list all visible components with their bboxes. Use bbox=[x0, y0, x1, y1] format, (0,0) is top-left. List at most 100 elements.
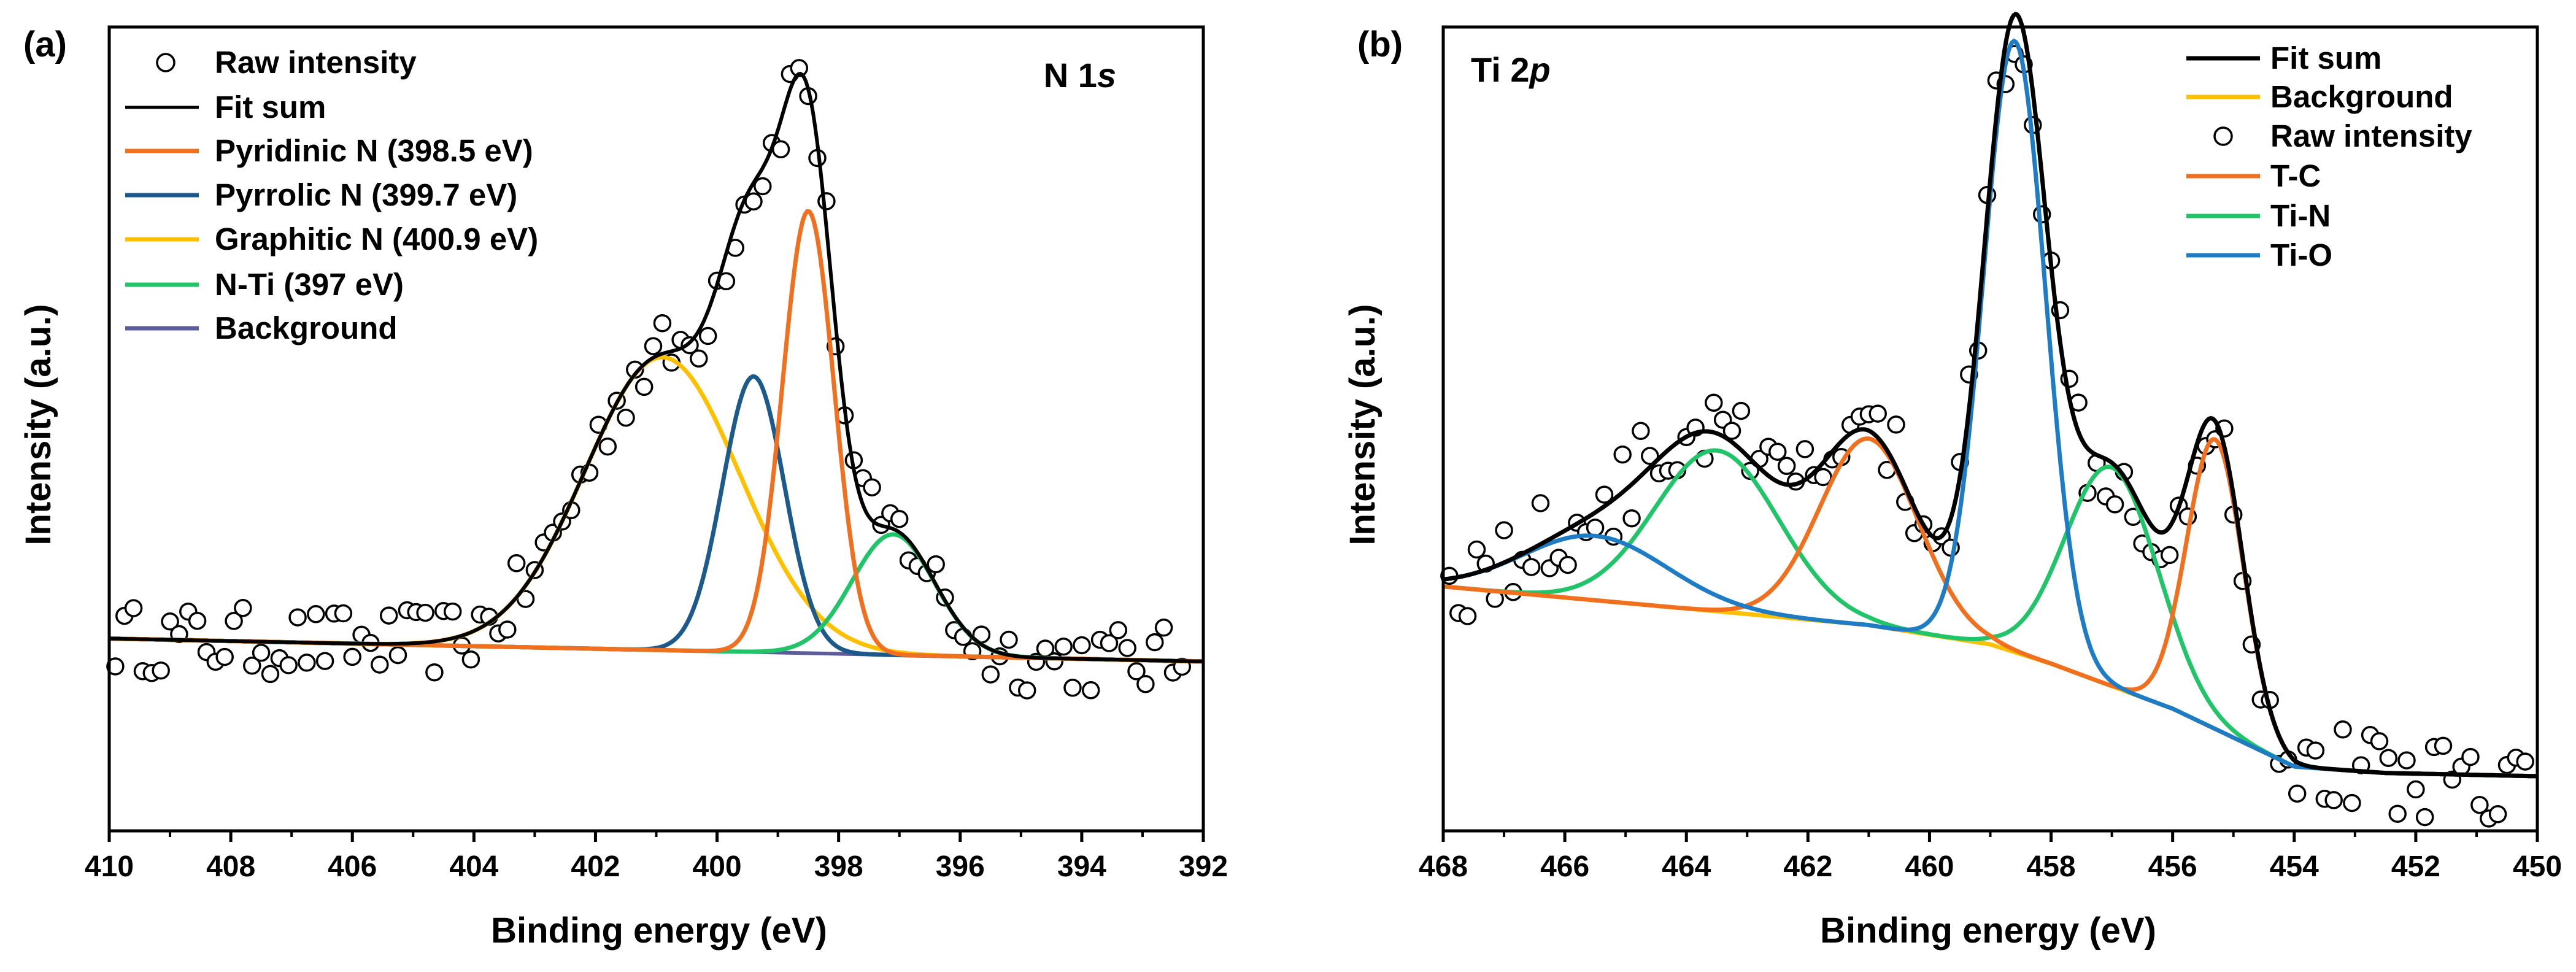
panel-b-x-tick-label: 454 bbox=[2270, 850, 2319, 883]
panel-b-raw-point bbox=[1522, 558, 1541, 576]
panel-a-spectrum-label: N 1s bbox=[1044, 56, 1116, 94]
panel-a-x-ticks: 410 408 406 404 402 400 398 396 394 392 bbox=[85, 831, 1228, 883]
panel-a-raw-point bbox=[690, 349, 708, 368]
panel-b-x-tick-label: 456 bbox=[2148, 850, 2197, 883]
panel-a-raw-point bbox=[698, 326, 717, 345]
legend-b-background-label: Background bbox=[2270, 79, 2453, 114]
panel-a-raw-point bbox=[617, 408, 635, 427]
panel-b-x-tick-label: 466 bbox=[1540, 850, 1589, 883]
panel-b-raw-point bbox=[2388, 804, 2407, 823]
panel-a-raw-point bbox=[461, 650, 480, 669]
panel-a-xlabel: Binding energy (eV) bbox=[491, 911, 827, 951]
panel-a-x-tick-label: 402 bbox=[571, 850, 620, 883]
panel-a-raw-point bbox=[981, 665, 1000, 684]
panel-b-raw-point bbox=[2397, 751, 2416, 770]
legend-a-pyrrolic-label: Pyrrolic N (399.7 eV) bbox=[215, 177, 517, 212]
panel-a-raw-point bbox=[252, 644, 271, 662]
panel-a-raw-point bbox=[161, 612, 179, 631]
legend-b-ti-n-label: Ti-N bbox=[2270, 198, 2331, 233]
panel-b-x-tick-label: 450 bbox=[2513, 850, 2562, 883]
panel-a-raw-point bbox=[653, 314, 672, 333]
panel-a-raw-point bbox=[225, 612, 243, 630]
legend-b-ti-o-label: Ti-O bbox=[2270, 237, 2332, 272]
panel-a-raw-point bbox=[1081, 681, 1100, 700]
panel-a-raw-point bbox=[507, 554, 526, 573]
panel-a-raw-point bbox=[1146, 633, 1164, 652]
legend-a-background-label: Background bbox=[215, 310, 398, 345]
panel-b-x-tick-label: 458 bbox=[2027, 850, 2076, 883]
panel-a-raw-point bbox=[598, 437, 617, 456]
panel-a-raw-point bbox=[927, 555, 945, 574]
panel-b-raw-point bbox=[1768, 442, 1787, 461]
panel-a-raw-point bbox=[1136, 675, 1155, 693]
panel-a-raw-point bbox=[1073, 636, 1091, 655]
legend-a-graphitic-label: Graphitic N (400.9 eV) bbox=[215, 222, 538, 256]
panel-a-legend: Raw intensity Fit sum Pyridinic N (398.5… bbox=[125, 45, 538, 345]
panel-a-raw-point bbox=[634, 377, 654, 396]
panel-a-raw-point bbox=[334, 604, 353, 623]
panel-b-raw-point bbox=[2334, 720, 2352, 739]
panel-b-plot bbox=[1440, 12, 2538, 828]
legend-a-pyridinic-label: Pyridinic N (398.5 eV) bbox=[215, 133, 533, 168]
panel-b: (b) Intensity (a.u.) Binding energy (eV)… bbox=[1343, 12, 2562, 951]
panel-a-x-tick-label: 410 bbox=[85, 850, 134, 883]
panel-b-raw-point bbox=[1495, 521, 1513, 539]
panel-a-raw-point bbox=[1109, 621, 1128, 639]
panel-a-raw-point bbox=[443, 602, 462, 621]
panel-a-graphitic-curve bbox=[109, 355, 1204, 664]
panel-b-raw-point bbox=[1622, 509, 1641, 528]
panel-a-raw-point bbox=[1118, 639, 1136, 657]
panel-a-raw-point bbox=[1045, 652, 1064, 671]
panel-a-raw-point bbox=[1100, 634, 1119, 652]
panel-a-raw-point bbox=[379, 606, 398, 625]
panel-a-raw-point bbox=[388, 646, 407, 665]
panel-b-raw-point bbox=[1777, 457, 1796, 476]
panel-b-legend: Fit sum Background Raw intensity T-C Ti-… bbox=[2186, 40, 2472, 272]
panel-b-raw-point bbox=[1722, 422, 1741, 440]
panel-a-x-tick-label: 396 bbox=[936, 850, 985, 883]
panel-b-raw-point bbox=[1531, 494, 1550, 512]
panel-a-raw-point bbox=[152, 661, 170, 680]
panel-b-raw-point bbox=[1586, 519, 1605, 537]
panel-a-raw-point bbox=[754, 177, 772, 196]
panel-a-raw-point bbox=[1054, 637, 1073, 656]
panel-b-plot-frame bbox=[1441, 25, 2539, 833]
panel-a-plot-frame bbox=[107, 25, 1205, 833]
panel-a-raw-point bbox=[817, 192, 836, 210]
legend-b-t-c-label: T-C bbox=[2270, 158, 2321, 193]
panel-a-raw-point bbox=[243, 657, 261, 675]
panel-a-raw-point bbox=[644, 337, 663, 355]
panel-a-raw-point bbox=[215, 647, 234, 666]
panel-a-raw-point bbox=[298, 654, 316, 672]
panel-b-raw-point bbox=[1632, 422, 1650, 441]
panel-a-pyrrolic-curve bbox=[109, 374, 1204, 664]
panel-b-raw-point bbox=[1868, 404, 1887, 423]
panel-a-raw-point bbox=[416, 603, 434, 622]
panel-b-x-tick-label: 464 bbox=[1662, 850, 1711, 883]
panel-a-raw-point bbox=[681, 336, 699, 355]
legend-b-raw-intensity-marker bbox=[2213, 126, 2233, 146]
panel-b-x-tick-label: 460 bbox=[1905, 850, 1954, 883]
panel-b-x-ticks: 468 466 464 462 460 458 456 454 452 450 bbox=[1419, 831, 2562, 883]
panel-b-raw-point bbox=[1887, 415, 1905, 434]
panel-b-raw-point bbox=[1814, 468, 1832, 487]
panel-b-raw-point bbox=[2370, 732, 2389, 750]
panel-b-raw-point bbox=[2415, 808, 2434, 827]
panel-b-raw-point bbox=[2343, 793, 2361, 812]
panel-b-raw-point bbox=[2516, 752, 2534, 771]
panel-a: (a) Intensity (a.u.) Binding energy (eV)… bbox=[18, 25, 1228, 951]
panel-a-ylabel: Intensity (a.u.) bbox=[18, 304, 58, 545]
panel-b-ylabel: Intensity (a.u.) bbox=[1343, 304, 1382, 545]
panel-b-spectrum-label: Ti 2p bbox=[1471, 50, 1551, 89]
panel-a-raw-point bbox=[288, 608, 307, 627]
panel-a-x-tick-label: 408 bbox=[206, 850, 255, 883]
panel-b-raw-point bbox=[2407, 780, 2425, 799]
legend-b-fit-sum-label: Fit sum bbox=[2270, 40, 2381, 75]
panel-b-label: (b) bbox=[1357, 25, 1403, 64]
panel-a-raw-point bbox=[790, 59, 809, 77]
legend-a-fit-sum-label: Fit sum bbox=[215, 90, 326, 125]
panel-b-raw-point bbox=[2461, 747, 2480, 766]
panel-a-raw-point bbox=[188, 611, 207, 630]
panel-a-raw-point bbox=[124, 599, 143, 617]
